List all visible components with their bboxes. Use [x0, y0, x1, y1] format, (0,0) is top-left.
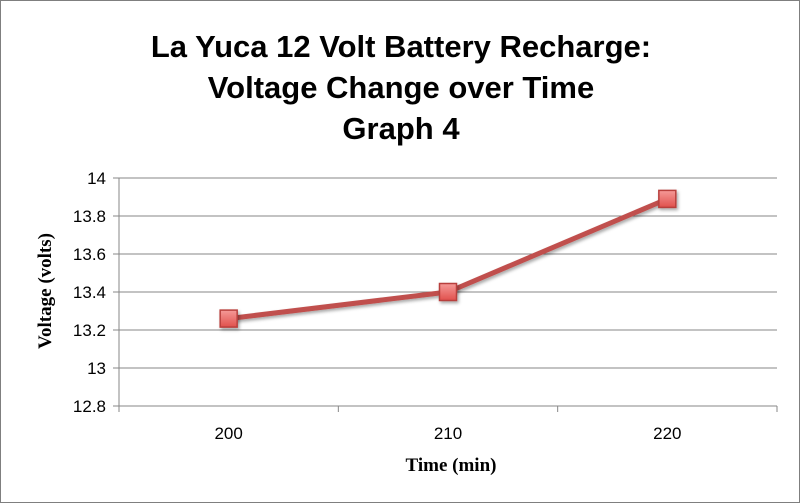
x-tick-label: 220 — [653, 424, 681, 443]
data-point-marker — [219, 309, 238, 328]
chart-title-line-3: Graph 4 — [342, 111, 460, 146]
y-tick-label: 13.6 — [73, 245, 106, 264]
x-tick-label: 210 — [434, 424, 462, 443]
y-tick-label: 13.4 — [73, 283, 106, 302]
y-tick-labels: 12.8 13 13.2 13.4 13.6 13.8 14 — [73, 169, 106, 416]
chart-title: La Yuca 12 Volt Battery Recharge: Voltag… — [151, 29, 651, 146]
data-point-marker — [658, 189, 677, 209]
y-tick-label: 14 — [87, 169, 106, 188]
data-point-marker — [438, 282, 458, 302]
x-tick-label: 200 — [214, 424, 242, 443]
data-markers — [219, 189, 677, 328]
y-tick-label: 13.8 — [73, 207, 106, 226]
axes — [113, 177, 778, 412]
y-axis-title: Voltage (volts) — [35, 233, 56, 349]
y-tick-label: 13.2 — [73, 321, 106, 340]
gridlines — [119, 177, 777, 369]
x-tick-labels: 200 210 220 — [214, 424, 681, 443]
chart-title-line-1: La Yuca 12 Volt Battery Recharge: — [151, 29, 651, 64]
y-tick-label: 12.8 — [73, 397, 106, 416]
chart-title-line-2: Voltage Change over Time — [208, 70, 594, 105]
x-axis-title: Time (min) — [406, 455, 497, 476]
y-tick-label: 13 — [87, 359, 106, 378]
